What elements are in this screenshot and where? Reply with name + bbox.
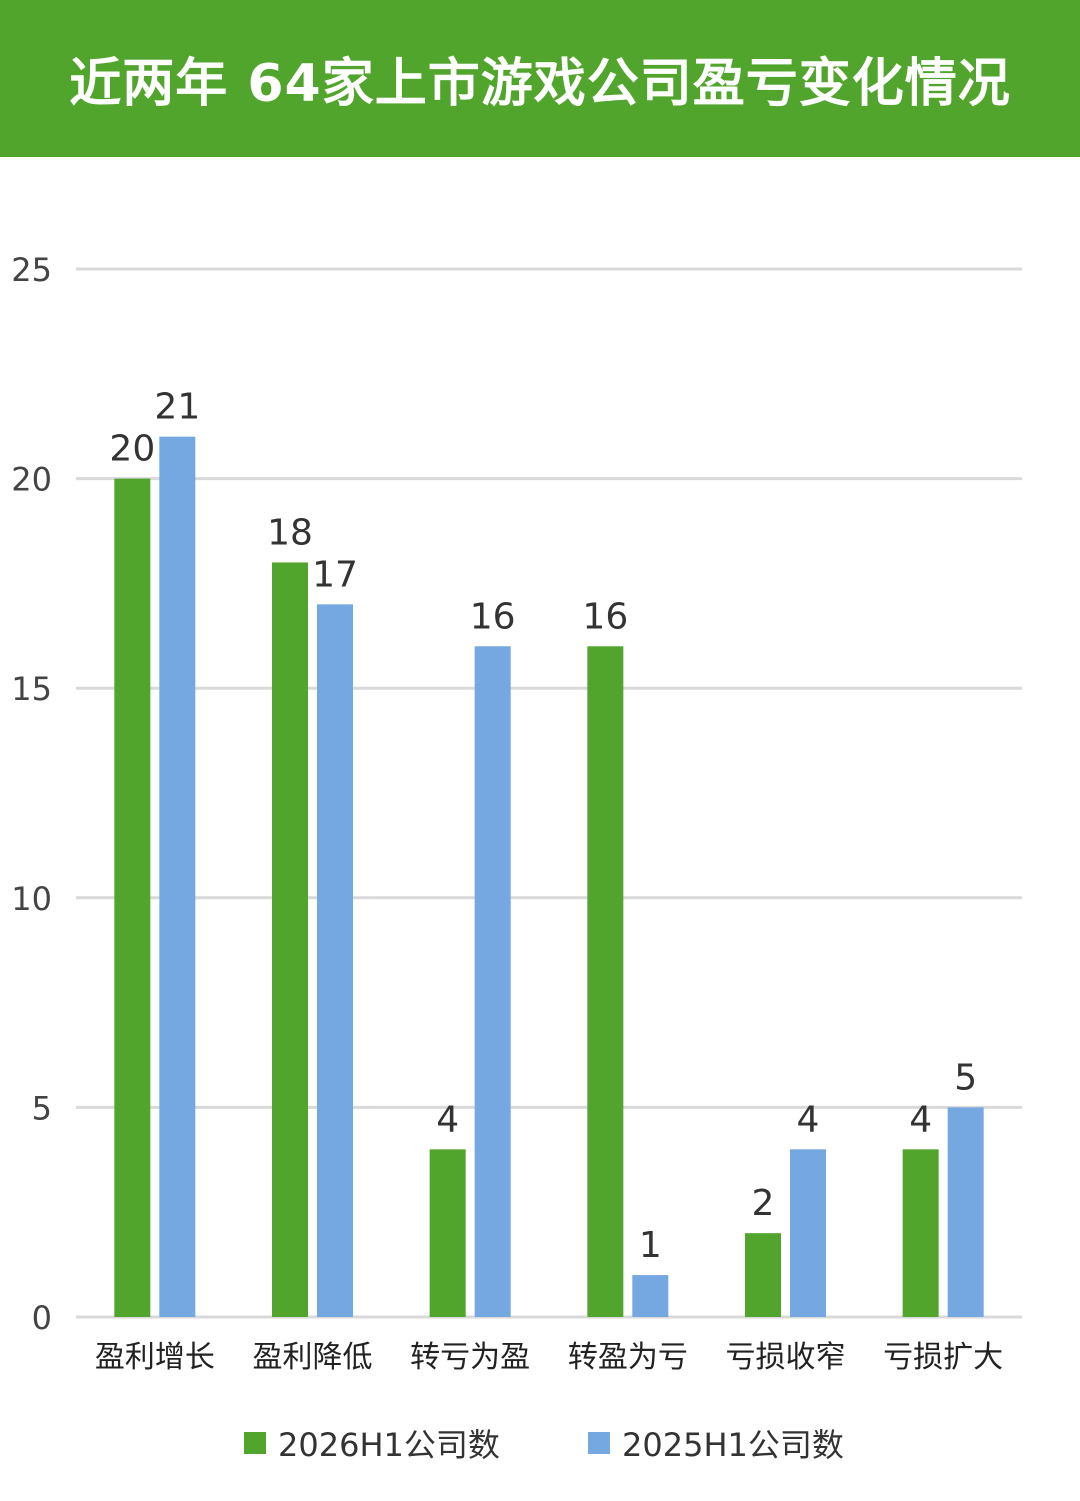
bar-2025: [159, 436, 196, 1317]
x-tick-label: 转盈为亏: [568, 1340, 688, 1375]
y-tick-label: 15: [11, 670, 52, 708]
data-label: 16: [582, 596, 628, 637]
y-tick-label: 20: [11, 461, 52, 499]
legend-swatch-2025: [588, 1432, 610, 1454]
legend-label-2025: 2025H1公司数: [622, 1426, 844, 1464]
legend-item-2026: 2026H1公司数: [244, 1415, 500, 1471]
bar-2025: [947, 1107, 984, 1317]
legend-swatch-2026: [244, 1432, 266, 1454]
y-tick-label: 10: [11, 880, 52, 918]
x-tick-label: 亏损扩大: [883, 1340, 1003, 1375]
legend-item-2025: 2025H1公司数: [588, 1415, 844, 1471]
data-label: 4: [797, 1099, 820, 1140]
bar-2026: [745, 1233, 781, 1317]
bar-2026: [114, 478, 151, 1318]
bar-2026: [587, 646, 624, 1317]
legend-label-2026: 2026H1公司数: [278, 1426, 500, 1464]
data-label: 21: [154, 387, 200, 428]
data-label: 4: [436, 1099, 459, 1140]
x-tick-label: 转亏为盈: [410, 1340, 530, 1375]
bar-2025: [317, 604, 353, 1317]
bar-2026: [429, 1149, 466, 1317]
bar-2025: [632, 1275, 669, 1317]
data-label: 4: [909, 1099, 932, 1140]
x-tick-label: 盈利增长: [95, 1340, 215, 1375]
data-label: 1: [639, 1225, 662, 1266]
data-label: 18: [267, 512, 313, 553]
bar-2025: [790, 1149, 826, 1317]
data-label: 2: [752, 1183, 775, 1224]
title-banner: 近两年 64家上市游戏公司盈亏变化情况: [0, 0, 1080, 157]
y-tick-label: 25: [11, 251, 52, 289]
y-tick-label: 0: [32, 1299, 52, 1337]
legend: 2026H1公司数 2025H1公司数: [0, 1415, 1080, 1471]
data-label: 20: [109, 429, 155, 470]
x-tick-label: 盈利降低: [253, 1340, 373, 1375]
data-label: 16: [470, 596, 516, 637]
bar-2025: [474, 646, 511, 1317]
data-label: 5: [954, 1057, 977, 1098]
bar-2026: [272, 562, 308, 1317]
y-tick-label: 5: [32, 1089, 52, 1127]
data-label: 17: [312, 554, 358, 595]
x-tick-label: 亏损收窄: [726, 1340, 846, 1375]
bar-2026: [902, 1149, 939, 1317]
chart-title: 近两年 64家上市游戏公司盈亏变化情况: [69, 54, 1011, 114]
